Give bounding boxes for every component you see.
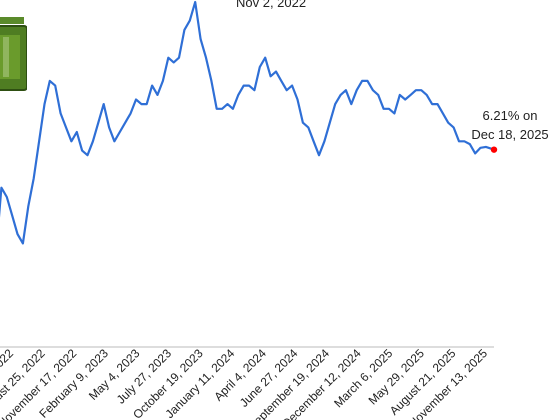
- latest-value-marker: [490, 146, 498, 153]
- rate-series-line: [0, 0, 495, 245]
- peak-annotation: Nov 2, 2022: [236, 0, 307, 10]
- latest-annotation: 6.21% on Dec 18, 2025: [458, 106, 560, 144]
- latest-annotation-date: Dec 18, 2025: [471, 127, 549, 142]
- logo-icon: [0, 17, 28, 92]
- latest-annotation-value: 6.21% on: [482, 108, 538, 123]
